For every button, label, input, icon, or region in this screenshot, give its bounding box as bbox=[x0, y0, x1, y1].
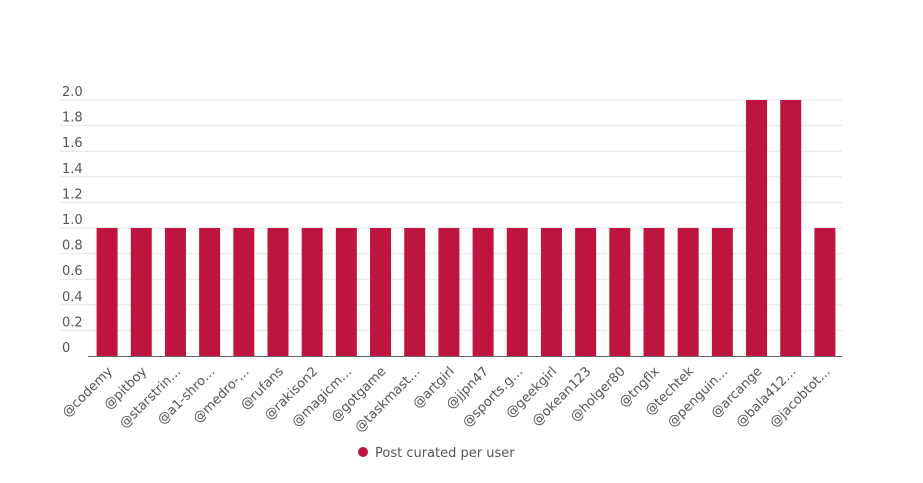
bar[interactable] bbox=[164, 228, 186, 356]
x-axis-labels: @codemy@pitboy@starstrin…@a1-shro…@medro… bbox=[60, 364, 834, 436]
bars bbox=[96, 100, 836, 356]
bar[interactable] bbox=[301, 228, 323, 356]
bar[interactable] bbox=[335, 228, 357, 356]
y-tick-label: 0 bbox=[62, 341, 70, 356]
bar[interactable] bbox=[438, 228, 460, 356]
y-tick-label: 0.6 bbox=[62, 264, 83, 279]
bar[interactable] bbox=[609, 228, 631, 356]
y-tick-label: 1.0 bbox=[62, 213, 83, 228]
bar[interactable] bbox=[472, 228, 494, 356]
y-tick-label: 0.2 bbox=[62, 315, 83, 330]
y-tick-label: 0.4 bbox=[62, 290, 83, 305]
bar[interactable] bbox=[506, 228, 528, 356]
y-tick-label: 2.0 bbox=[62, 85, 83, 100]
bar[interactable] bbox=[711, 228, 733, 356]
x-tick-label: @jacobtot… bbox=[767, 364, 834, 431]
bar[interactable] bbox=[575, 228, 597, 356]
y-tick-label: 1.8 bbox=[62, 111, 83, 126]
y-tick-label: 1.6 bbox=[62, 136, 83, 151]
y-tick-label: 1.2 bbox=[62, 187, 83, 202]
bar[interactable] bbox=[130, 228, 152, 356]
y-tick-label: 1.4 bbox=[62, 162, 83, 177]
bar[interactable] bbox=[370, 228, 392, 356]
legend[interactable]: Post curated per user bbox=[358, 446, 515, 461]
bar[interactable] bbox=[677, 228, 699, 356]
bar[interactable] bbox=[814, 228, 836, 356]
bar[interactable] bbox=[643, 228, 665, 356]
y-axis-ticks: 0 0.2 0.4 0.6 0.8 1.0 1.2 1.4 1.6 1.8 2.0 bbox=[62, 85, 83, 356]
bar[interactable] bbox=[404, 228, 426, 356]
x-tick-label: @codemy bbox=[60, 364, 117, 421]
legend-label: Post curated per user bbox=[375, 446, 515, 461]
bar[interactable] bbox=[540, 228, 562, 356]
bar[interactable] bbox=[233, 228, 255, 356]
bar[interactable] bbox=[746, 100, 768, 356]
bar[interactable] bbox=[96, 228, 118, 356]
legend-marker-icon bbox=[358, 447, 368, 457]
bar[interactable] bbox=[199, 228, 221, 356]
y-tick-label: 0.8 bbox=[62, 239, 83, 254]
bar[interactable] bbox=[267, 228, 289, 356]
bar[interactable] bbox=[780, 100, 802, 356]
